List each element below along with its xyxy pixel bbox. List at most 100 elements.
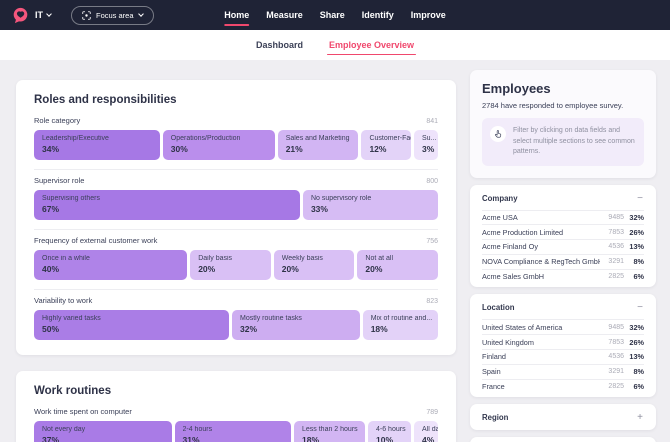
chart-card-title: Work routines (34, 385, 112, 397)
collapse-icon[interactable]: − (637, 302, 643, 314)
chart-section-work-time-spent-on-computer: Work time spent on computer 789 Not ever… (34, 401, 438, 442)
nav-item-identify[interactable]: Identify (362, 0, 394, 30)
filter-hint-box: Filter by clicking on data fields and se… (482, 118, 644, 166)
segment-label: Once in a while (42, 255, 90, 262)
focus-area-button[interactable]: Focus area (71, 5, 154, 25)
bar-segment[interactable]: Not every day 37% (34, 421, 172, 442)
bar-segment[interactable]: Leadership/Executive 34% (34, 130, 160, 160)
segment-percentage: 31% (182, 435, 200, 442)
app-logo-icon[interactable] (12, 7, 29, 24)
bar-segment[interactable]: Once in a while 40% (34, 250, 188, 280)
section-header: Variability to work 823 (34, 296, 438, 305)
breakdown-header[interactable]: Location − (482, 299, 644, 316)
segment-percentage: 30% (170, 144, 188, 154)
bar-segment[interactable]: 4-6 hours 10% (368, 421, 411, 442)
top-navigation-bar: IT Focus area Home Measure Share Identify Im… (0, 0, 670, 30)
bar-segment[interactable]: Supervising others 67% (34, 190, 300, 220)
nav-item-label: Home (224, 10, 250, 20)
bar-segment[interactable]: Sales and Marketing 21% (277, 130, 359, 160)
chart-card-work-routines: Work routines Work time spent on compute… (16, 371, 456, 442)
segment-percentage: 20% (365, 264, 383, 274)
breakdown-row[interactable]: United Kingdom 7853 26% (482, 334, 644, 349)
breakdown-row-name: Acme Production Limited (482, 227, 564, 237)
nav-item-label: Measure (266, 10, 303, 20)
breakdown-row[interactable]: Acme Sales GmbH 2825 6% (482, 268, 644, 284)
segment-label: All day (422, 426, 438, 433)
bar-segment[interactable]: Not at all 20% (357, 250, 438, 280)
bar-segment[interactable]: 2-4 hours 31% (174, 421, 291, 442)
breakdown-row-percentage: 13% (629, 242, 644, 252)
nav-item-improve[interactable]: Improve (411, 0, 446, 30)
tab-employee-overview[interactable]: Employee Overview (326, 30, 417, 60)
breakdown-row-count: 7853 (608, 228, 624, 236)
breakdown-row-name: Acme USA (482, 212, 518, 222)
breakdown-row-name: Acme Sales GmbH (482, 272, 545, 282)
bar-segment[interactable]: Operations/Production 30% (162, 130, 275, 160)
nav-item-share[interactable]: Share (320, 0, 345, 30)
segmented-bar: Not every day 37% 2-4 hours 31% Less tha… (34, 421, 438, 442)
main-nav: Home Measure Share Identify Improve (224, 0, 446, 30)
segment-percentage: 67% (42, 204, 60, 214)
breakdown-title: Region (482, 413, 509, 423)
bar-segment[interactable]: Mix of routine and... 18% (362, 310, 438, 340)
breakdown-row-count: 2825 (608, 383, 624, 391)
segmented-bar: Supervising others 67% No supervisory ro… (34, 190, 438, 220)
bar-segment[interactable]: Su... 3% (414, 130, 438, 160)
nav-item-home[interactable]: Home (224, 0, 250, 30)
breakdown-header[interactable]: Region + (482, 409, 644, 426)
section-response-count: 789 (426, 409, 438, 416)
breakdown-row-count: 4536 (608, 353, 624, 361)
bar-segment[interactable]: No supervisory role 33% (302, 190, 438, 220)
breakdown-row-count: 9485 (608, 323, 624, 331)
breakdown-row[interactable]: NOVA Compliance & RegTech GmbH 3291 8% (482, 253, 644, 269)
segment-label: Supervising others (42, 195, 100, 202)
breakdown-header[interactable]: Company − (482, 190, 644, 207)
breakdown-row[interactable]: Spain 3291 8% (482, 363, 644, 379)
section-header: Work time spent on computer 789 (34, 407, 438, 416)
breakdown-row-count: 4536 (608, 243, 624, 251)
segment-label: Customer-Facin... (369, 135, 411, 142)
bar-segment[interactable]: Highly varied tasks 50% (34, 310, 229, 340)
segment-label: Operations/Production (170, 135, 241, 142)
segment-percentage: 33% (310, 204, 328, 214)
org-selector[interactable]: IT (35, 10, 52, 20)
tab-dashboard[interactable]: Dashboard (256, 30, 303, 60)
expand-icon[interactable]: + (637, 412, 643, 424)
breakdown-row-count: 7853 (608, 338, 624, 346)
bar-segment[interactable]: Weekly basis 20% (273, 250, 355, 280)
chevron-down-icon (46, 11, 52, 17)
breakdown-row[interactable]: Finland 4536 13% (482, 349, 644, 364)
segment-percentage: 21% (285, 144, 303, 154)
breakdown-rows: United States of America 9485 32% United… (482, 319, 644, 393)
nav-item-label: Improve (410, 10, 446, 20)
collapse-icon[interactable]: − (637, 192, 643, 204)
bar-segment[interactable]: Daily basis 20% (190, 250, 271, 280)
breakdown-row[interactable]: France 2825 6% (482, 378, 644, 394)
breakdown-row[interactable]: United States of America 9485 32% (482, 319, 644, 334)
subnav-tabs: Dashboard Employee Overview (0, 30, 670, 60)
chart-card-title: Roles and responsibilities (34, 94, 177, 106)
breakdown-row-count: 9485 (608, 213, 624, 221)
chart-section-variability-to-work: Variability to work 823 Highly varied ta… (34, 289, 438, 349)
segment-label: Leadership/Executive (42, 135, 109, 142)
page-layout: Roles and responsibilities Role category… (0, 60, 670, 442)
section-response-count: 800 (426, 178, 438, 185)
breakdown-row[interactable]: Acme USA 9485 32% (482, 209, 644, 225)
breakdown-row-percentage: 26% (629, 337, 644, 347)
filter-section-company: Company − Acme USA 9485 32% Acme Product… (470, 184, 656, 288)
breakdown-row-count: 2825 (608, 273, 624, 281)
nav-item-measure[interactable]: Measure (266, 0, 303, 30)
nav-item-label: Share (319, 10, 345, 20)
segment-label: 4-6 hours (376, 426, 406, 433)
bar-segment[interactable]: All day 4% (414, 421, 438, 442)
bar-segment[interactable]: Mostly routine tasks 32% (232, 310, 360, 340)
chevron-down-icon (137, 11, 144, 17)
charts-column: Roles and responsibilities Role category… (16, 80, 456, 442)
segment-percentage: 4% (422, 435, 435, 442)
breakdown-row[interactable]: Acme Finland Oy 4536 13% (482, 239, 644, 254)
bar-segment[interactable]: Less than 2 hours 18% (294, 421, 365, 442)
bar-segment[interactable]: Customer-Facin... 12% (361, 130, 411, 160)
breakdown-row[interactable]: Acme Production Limited 7853 26% (482, 224, 644, 239)
filter-section-language: Language + (470, 437, 656, 442)
segment-label: Not at all (365, 255, 394, 262)
